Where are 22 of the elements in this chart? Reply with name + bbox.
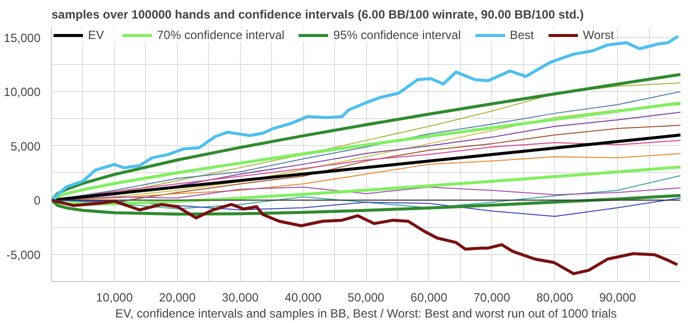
legend-label: 70% confidence interval	[157, 28, 284, 42]
x-tick-label: 10,000	[96, 290, 134, 304]
x-tick-label: 90,000	[599, 290, 636, 304]
line-series	[52, 198, 679, 276]
x-tick-label: 60,000	[410, 290, 448, 304]
legend-label: EV	[88, 28, 106, 42]
y-tick-label: 0	[34, 194, 41, 208]
y-tick-label: 5,000	[10, 139, 41, 154]
x-tick-label: 50,000	[348, 290, 385, 304]
x-tick-label: 40,000	[284, 290, 322, 304]
x-axis-title: EV, confidence intervals and samples in BB, Best / Worst: Best and worst run out of 1000 trials	[115, 306, 617, 320]
x-tick-label: 30,000	[222, 290, 259, 304]
x-tick-label: 20,000	[158, 290, 196, 304]
y-tick-label: 10,000	[4, 85, 41, 100]
x-tick-label: 70,000	[473, 290, 510, 304]
x-tick-label: 80,000	[536, 290, 574, 304]
legend-label: Worst	[582, 28, 614, 42]
legend-label: Best	[510, 28, 534, 42]
legend-label: 95% confidence interval	[333, 28, 461, 42]
chart-title: samples over 100000 hands and confidence intervals (6.00 BB/100 winrate, 90.00 BB/100 std.)	[52, 8, 584, 22]
y-tick-label: 15,000	[4, 30, 41, 45]
y-tick-label: -5,000	[6, 248, 41, 262]
